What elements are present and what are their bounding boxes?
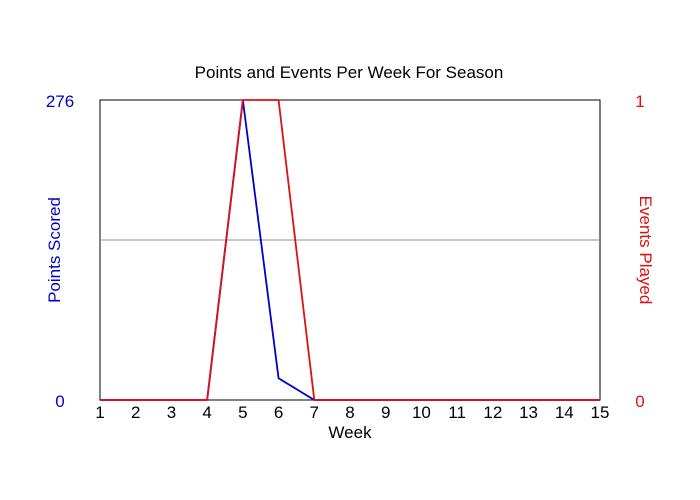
events-played-line — [100, 99, 600, 401]
x-tick-label: 2 — [131, 403, 140, 422]
x-tick-label: 5 — [238, 403, 247, 422]
x-tick-label: 6 — [274, 403, 283, 422]
left-axis-max-label: 276 — [46, 92, 74, 111]
right-axis-min-label: 0 — [635, 392, 644, 411]
x-tick-label: 15 — [591, 403, 610, 422]
x-tick-label: 3 — [167, 403, 176, 422]
right-axis-label: Events Played — [636, 196, 655, 305]
x-tick-label: 8 — [345, 403, 354, 422]
x-axis-label: Week — [328, 423, 372, 442]
x-tick-label: 12 — [483, 403, 502, 422]
series-layer — [100, 99, 600, 401]
x-tick-label: 9 — [381, 403, 390, 422]
chart-title: Points and Events Per Week For Season — [195, 63, 504, 82]
x-tick-label: 4 — [202, 403, 211, 422]
left-axis-min-label: 0 — [55, 392, 64, 411]
x-tick-label: 13 — [519, 403, 538, 422]
x-tick-label: 1 — [95, 403, 104, 422]
x-tick-label: 14 — [555, 403, 574, 422]
x-tick-label: 11 — [448, 403, 466, 422]
right-axis-max-label: 1 — [635, 92, 644, 111]
x-tick-label: 10 — [412, 403, 431, 422]
x-tick-labels: 1 2 3 4 5 6 7 8 9 10 11 12 13 14 15 — [95, 403, 609, 422]
x-tick-label: 7 — [310, 403, 319, 422]
left-axis-label: Points Scored — [45, 197, 64, 303]
